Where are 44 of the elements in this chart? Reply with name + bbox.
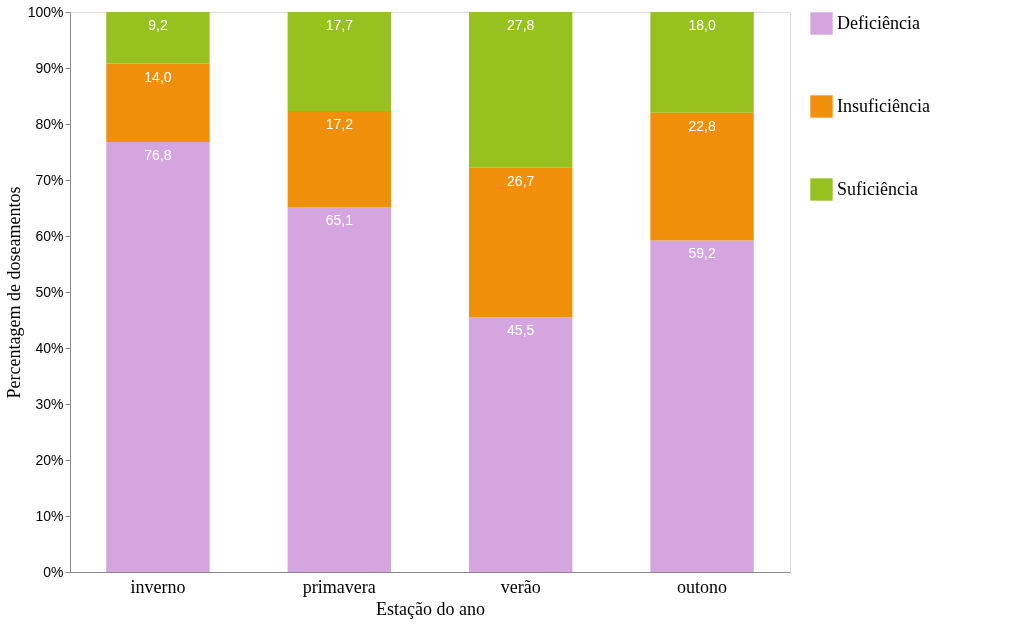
y-tick-label: 0% xyxy=(43,563,64,580)
x-tick-label: inverno xyxy=(130,576,186,597)
data-label: 27,8 xyxy=(507,17,535,33)
y-tick-label: 20% xyxy=(35,451,64,468)
bar xyxy=(468,12,573,168)
y-tick-label: 60% xyxy=(35,227,64,244)
bar xyxy=(287,12,392,112)
x-axis-title: Estação do ano xyxy=(376,598,485,619)
bar xyxy=(650,112,754,241)
bar xyxy=(650,12,754,113)
bar xyxy=(287,111,392,208)
data-label: 65,1 xyxy=(325,212,354,229)
y-tick-label: 100% xyxy=(27,3,64,20)
x-tick-label: outono xyxy=(677,576,728,597)
data-label: 22,8 xyxy=(688,117,716,134)
y-tick-label: 70% xyxy=(35,171,64,188)
y-tick-label: 50% xyxy=(35,283,64,300)
legend-label: Insuficiência xyxy=(837,95,930,116)
bar xyxy=(106,63,210,142)
y-axis-title: Percentagem de doseamentos xyxy=(3,186,24,399)
y-tick-label: 10% xyxy=(35,507,64,524)
y-tick-label: 80% xyxy=(35,115,64,132)
legend-label: Deficiência xyxy=(837,12,920,33)
data-label: 26,7 xyxy=(507,172,535,189)
data-label: 17,7 xyxy=(325,17,354,33)
x-tick-label: verão xyxy=(500,576,541,597)
data-label: 59,2 xyxy=(688,245,716,262)
bar xyxy=(106,141,210,572)
bar xyxy=(287,207,392,572)
data-label: 76,8 xyxy=(144,146,172,163)
x-tick-label: primavera xyxy=(302,576,376,597)
data-label: 45,5 xyxy=(507,322,535,339)
bar xyxy=(468,317,573,572)
bar xyxy=(650,240,754,572)
data-label: 14,0 xyxy=(144,68,172,85)
y-tick-label: 30% xyxy=(35,395,64,412)
bar xyxy=(106,12,210,64)
data-label: 17,2 xyxy=(325,116,354,133)
data-label: 18,0 xyxy=(688,17,716,33)
y-tick-label: 90% xyxy=(35,59,64,76)
bar xyxy=(468,167,573,318)
data-label: 9,2 xyxy=(148,17,168,33)
y-tick-label: 40% xyxy=(35,339,64,356)
legend-label: Suficiência xyxy=(837,178,918,199)
